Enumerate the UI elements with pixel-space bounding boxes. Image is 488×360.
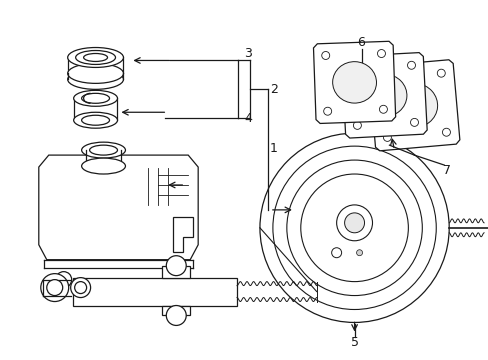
Ellipse shape (67, 63, 123, 84)
Text: 7: 7 (442, 163, 450, 176)
Ellipse shape (81, 115, 109, 125)
Circle shape (323, 107, 331, 115)
Text: 4: 4 (244, 112, 251, 125)
Circle shape (166, 256, 186, 276)
Ellipse shape (81, 142, 125, 158)
Ellipse shape (83, 54, 107, 62)
Circle shape (383, 134, 390, 141)
Ellipse shape (41, 274, 68, 302)
Circle shape (260, 133, 448, 323)
Circle shape (356, 250, 362, 256)
Circle shape (379, 105, 386, 113)
Circle shape (56, 272, 72, 288)
Polygon shape (39, 155, 198, 260)
Circle shape (321, 51, 329, 59)
Circle shape (353, 121, 361, 129)
Text: 6: 6 (357, 36, 365, 49)
Ellipse shape (332, 62, 376, 103)
Text: 1: 1 (269, 141, 277, 155)
Text: 3: 3 (244, 47, 251, 60)
Polygon shape (313, 41, 395, 123)
Circle shape (407, 61, 415, 69)
Circle shape (436, 69, 445, 77)
Ellipse shape (81, 93, 109, 103)
Ellipse shape (74, 112, 117, 128)
Polygon shape (162, 306, 190, 315)
Ellipse shape (67, 48, 123, 67)
Circle shape (286, 160, 422, 296)
Ellipse shape (47, 280, 62, 296)
Polygon shape (162, 266, 190, 278)
Polygon shape (173, 217, 193, 252)
Ellipse shape (89, 145, 117, 155)
Circle shape (410, 118, 418, 126)
Circle shape (377, 50, 385, 58)
Circle shape (378, 75, 386, 82)
Circle shape (442, 128, 449, 136)
Ellipse shape (81, 158, 125, 174)
Circle shape (331, 248, 341, 258)
Circle shape (350, 64, 358, 72)
Ellipse shape (75, 282, 86, 293)
Polygon shape (368, 60, 459, 151)
Ellipse shape (76, 50, 115, 64)
Polygon shape (341, 53, 427, 138)
Bar (73, 278, 237, 306)
Circle shape (336, 205, 372, 241)
Circle shape (272, 146, 435, 310)
Text: 5: 5 (350, 336, 358, 349)
Circle shape (166, 306, 186, 325)
Text: 2: 2 (269, 83, 277, 96)
Ellipse shape (67, 69, 123, 89)
Ellipse shape (74, 90, 117, 106)
Ellipse shape (390, 83, 437, 127)
Circle shape (344, 213, 364, 233)
Ellipse shape (361, 74, 406, 117)
Circle shape (300, 174, 407, 282)
Ellipse shape (71, 278, 90, 298)
